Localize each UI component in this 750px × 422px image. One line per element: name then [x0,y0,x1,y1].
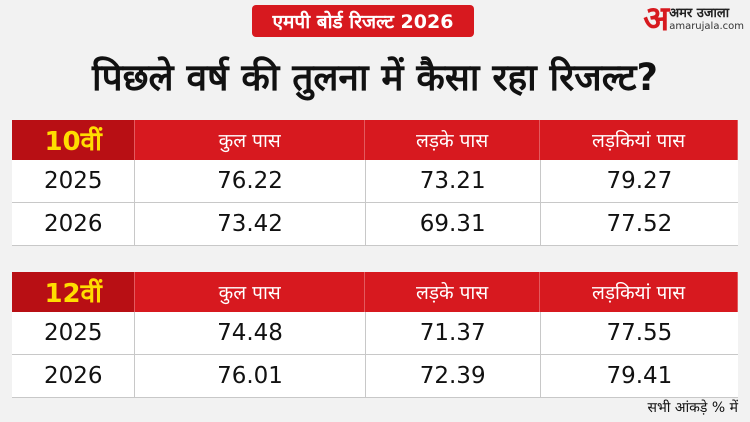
results-table: 12वीं कुल पास लड़के पास लड़कियां पास 2025 74.… [12,272,738,398]
pass-percent: 76.22 [135,160,366,202]
results-table: 10वीं कुल पास लड़के पास लड़कियां पास 2025 76.… [12,120,738,246]
header-row: 10वीं कुल पास लड़के पास लड़कियां पास [12,120,738,160]
pass-percent: 71.37 [366,312,541,354]
data-row: 2025 76.22 73.21 79.27 [12,160,738,203]
pass-percent: 77.52 [606,211,673,237]
title: पिछले वर्ष की तुलना में कैसा रहा रिजल्ट? [92,56,658,99]
pass-percent: 73.21 [366,160,541,202]
logo: अ अमर उजाला amarujala.com [643,2,744,36]
pass-percent: 73.42 [135,203,366,245]
year: 2025 [12,160,136,202]
column-header: कुल पास [135,120,366,160]
grade-label: 12वीं [12,272,136,312]
data-row: 2026 76.01 72.39 79.41 [12,355,738,398]
header-row: 12वीं कुल पास लड़के पास लड़कियां पास [12,272,738,312]
year: 2026 [12,203,136,245]
logo-name: अमर उजाला [669,6,730,21]
logo-mark: अ [643,0,670,39]
pass-percent: 79.41 [606,363,673,389]
column-header: कुल पास [135,272,366,312]
column-header: लड़कियां पास [540,120,738,160]
pass-percent: 77.55 [606,320,673,346]
column-header: लड़कियां पास [540,272,738,312]
footnote: सभी आंकड़े % में [647,400,738,416]
badge: एमपी बोर्ड रिजल्ट 2026 [252,5,474,37]
pass-percent: 74.48 [135,312,366,354]
year: 2025 [12,312,136,354]
pass-percent: 69.31 [366,203,541,245]
column-header: लड़के पास [365,272,541,312]
year: 2026 [12,355,136,397]
grade-label: 10वीं [12,120,136,160]
pass-percent: 79.27 [606,168,673,194]
data-row: 2026 73.42 69.31 77.52 [12,203,738,246]
pass-percent: 72.39 [366,355,541,397]
data-row: 2025 74.48 71.37 77.55 [12,312,738,355]
column-header: लड़के पास [365,120,541,160]
logo-site: amarujala.com [669,21,744,32]
pass-percent: 76.01 [135,355,366,397]
